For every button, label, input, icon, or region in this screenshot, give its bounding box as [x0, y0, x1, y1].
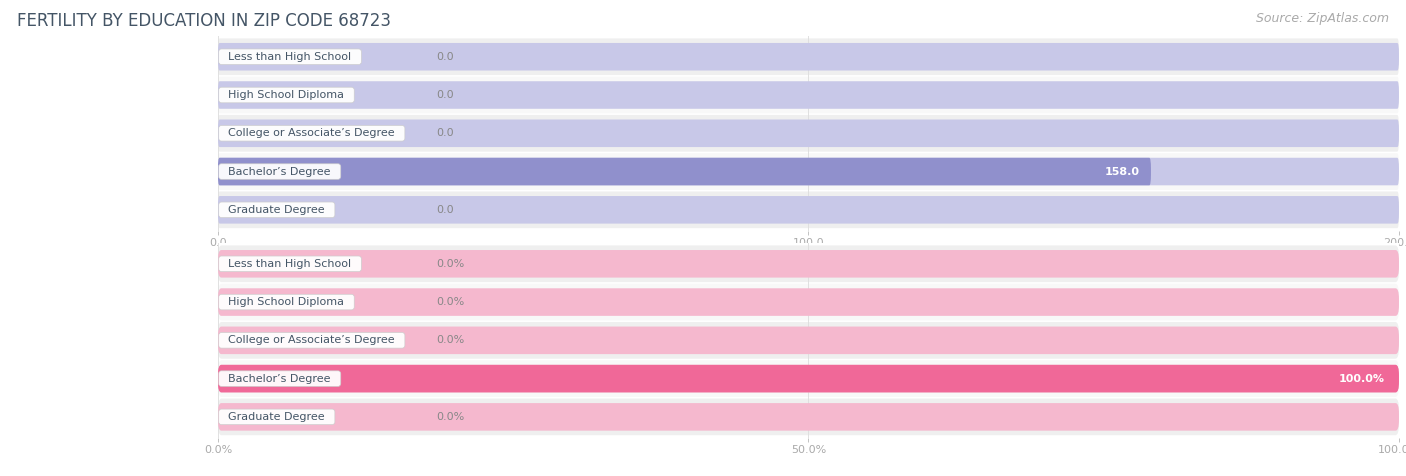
FancyBboxPatch shape — [218, 39, 1399, 75]
FancyBboxPatch shape — [218, 284, 1399, 320]
FancyBboxPatch shape — [218, 322, 1399, 359]
FancyBboxPatch shape — [218, 365, 1399, 392]
Text: 0.0%: 0.0% — [436, 297, 464, 307]
FancyBboxPatch shape — [218, 115, 1399, 152]
FancyBboxPatch shape — [218, 196, 1399, 224]
FancyBboxPatch shape — [218, 360, 1399, 397]
FancyBboxPatch shape — [218, 153, 1399, 190]
FancyBboxPatch shape — [218, 119, 1399, 147]
Text: College or Associate’s Degree: College or Associate’s Degree — [222, 128, 402, 139]
Text: 0.0: 0.0 — [436, 205, 454, 215]
FancyBboxPatch shape — [218, 158, 1399, 185]
Text: Less than High School: Less than High School — [222, 52, 359, 62]
Text: Source: ZipAtlas.com: Source: ZipAtlas.com — [1256, 12, 1389, 25]
FancyBboxPatch shape — [218, 365, 1399, 392]
FancyBboxPatch shape — [218, 246, 1399, 282]
Text: 0.0: 0.0 — [436, 52, 454, 62]
FancyBboxPatch shape — [218, 327, 1399, 354]
Text: 0.0%: 0.0% — [436, 412, 464, 422]
Text: 0.0%: 0.0% — [436, 335, 464, 346]
FancyBboxPatch shape — [218, 288, 1399, 316]
Text: 0.0%: 0.0% — [436, 259, 464, 269]
Text: 0.0: 0.0 — [436, 90, 454, 100]
Text: 158.0: 158.0 — [1105, 167, 1140, 177]
Text: Bachelor’s Degree: Bachelor’s Degree — [222, 167, 337, 177]
Text: Graduate Degree: Graduate Degree — [222, 412, 332, 422]
Text: College or Associate’s Degree: College or Associate’s Degree — [222, 335, 402, 346]
FancyBboxPatch shape — [218, 43, 1399, 70]
Text: Graduate Degree: Graduate Degree — [222, 205, 332, 215]
FancyBboxPatch shape — [218, 81, 1399, 109]
FancyBboxPatch shape — [218, 403, 1399, 431]
Text: 100.0%: 100.0% — [1339, 374, 1385, 384]
FancyBboxPatch shape — [218, 158, 1152, 185]
Text: Bachelor’s Degree: Bachelor’s Degree — [222, 374, 337, 384]
FancyBboxPatch shape — [218, 77, 1399, 113]
Text: High School Diploma: High School Diploma — [222, 297, 352, 307]
Text: 0.0: 0.0 — [436, 128, 454, 139]
FancyBboxPatch shape — [218, 250, 1399, 278]
Text: FERTILITY BY EDUCATION IN ZIP CODE 68723: FERTILITY BY EDUCATION IN ZIP CODE 68723 — [17, 12, 391, 30]
Text: Less than High School: Less than High School — [222, 259, 359, 269]
FancyBboxPatch shape — [218, 191, 1399, 228]
FancyBboxPatch shape — [218, 398, 1399, 435]
Text: High School Diploma: High School Diploma — [222, 90, 352, 100]
